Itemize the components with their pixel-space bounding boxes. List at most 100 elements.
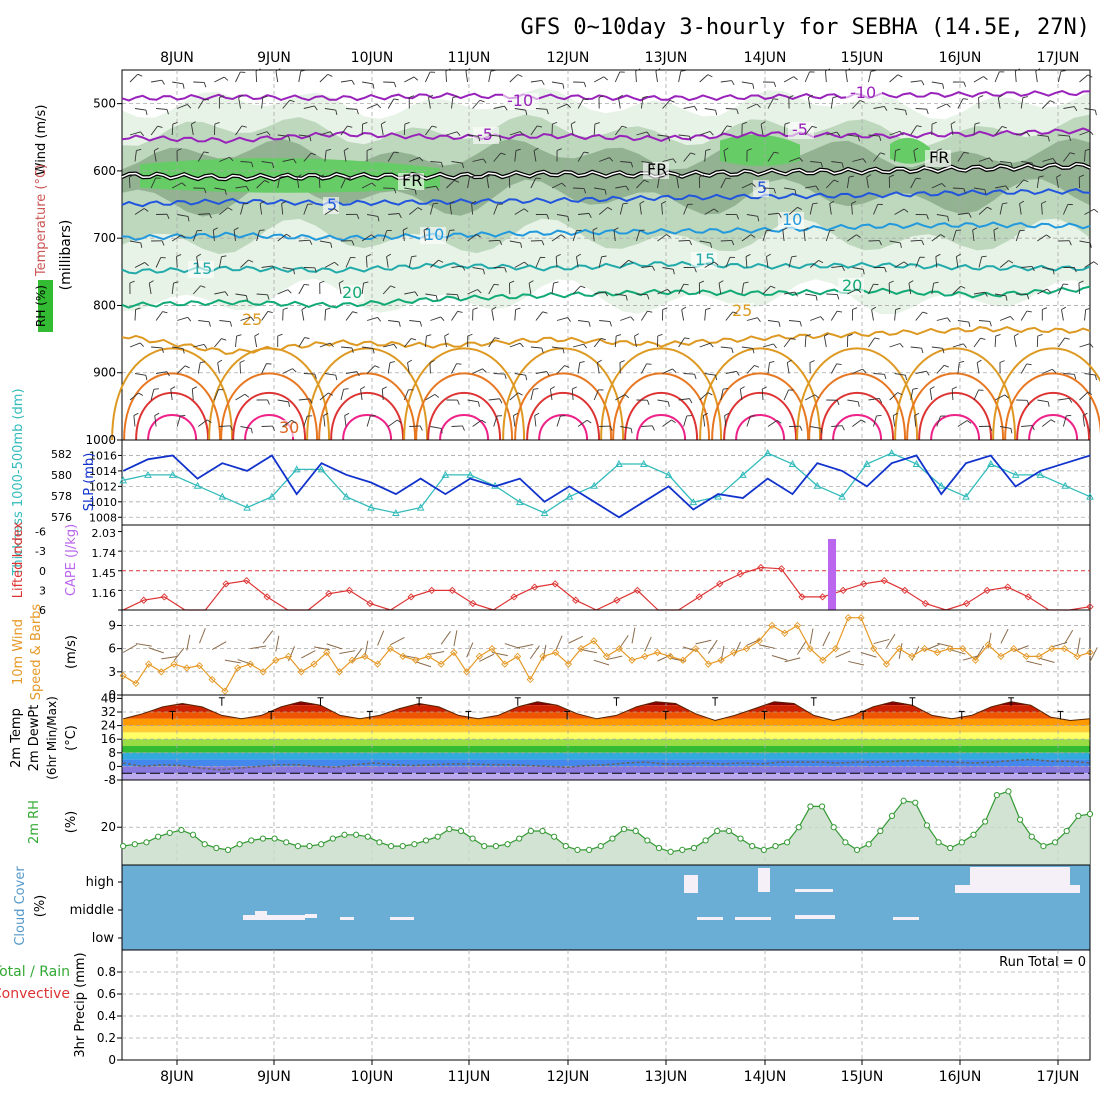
day-label-top: 17JUN xyxy=(1037,50,1080,66)
rh-label: RH (%) xyxy=(34,285,48,327)
temp-color-band xyxy=(122,746,1090,753)
cloud-block xyxy=(340,917,354,920)
wind-barb-flag xyxy=(433,203,438,204)
day-label-top: 14JUN xyxy=(744,50,787,66)
rh2m-unit: (%) xyxy=(64,811,79,834)
wind10m-barb xyxy=(1026,661,1042,665)
wind-barb-flag xyxy=(982,256,987,257)
wind-barb-shaft xyxy=(763,188,774,189)
wind-barb-flag xyxy=(916,178,921,179)
rh2m-marker xyxy=(866,842,871,847)
thickness-tick-label: 580 xyxy=(51,469,72,482)
day-label-top: 8JUN xyxy=(160,50,194,66)
cape-tick-label: 2.03 xyxy=(92,527,117,540)
rh2m-marker xyxy=(505,842,510,847)
cloud-background xyxy=(122,865,1090,950)
li-tick-label: -3 xyxy=(35,545,46,558)
wind-barb-flag xyxy=(1066,415,1071,416)
cloud-block xyxy=(684,875,698,893)
temp-color-band xyxy=(122,773,1090,780)
rh2m-marker xyxy=(831,825,836,830)
wind10m-barb xyxy=(467,643,473,658)
precip-tick-label: 0.4 xyxy=(97,1009,116,1023)
contour-label: -10 xyxy=(507,91,533,110)
rh2m-marker xyxy=(633,828,638,833)
contour-label: 10 xyxy=(424,225,444,244)
rh2m-marker xyxy=(563,844,568,849)
rh2m-marker xyxy=(400,844,405,849)
wind10m-barb xyxy=(708,640,717,653)
upper-y-title: (millibars) xyxy=(58,220,74,291)
rh2m-marker xyxy=(889,813,894,818)
contour-label: 15 xyxy=(192,259,212,278)
wind-barb-shaft xyxy=(1079,283,1080,294)
rh2m-marker xyxy=(913,800,918,805)
wind10m-label: 10m Wind xyxy=(11,619,26,685)
day-label-top: 10JUN xyxy=(351,50,394,66)
temp-tick-label: 16 xyxy=(101,732,116,746)
contour-label: 5 xyxy=(327,195,337,214)
rh2m-marker xyxy=(1006,789,1011,794)
wind-tick-label: 3 xyxy=(108,665,116,679)
rh2m-marker xyxy=(796,825,801,830)
rh2m-marker xyxy=(1041,844,1046,849)
pressure-tick-label: 500 xyxy=(93,97,116,111)
temp2m-label: 2m Temp xyxy=(9,708,24,768)
cloud-label: Cloud Cover xyxy=(13,866,28,946)
wind10m-marker xyxy=(120,673,126,679)
cloud-block xyxy=(758,868,770,892)
thickness-line xyxy=(123,453,1090,513)
day-label-top: 13JUN xyxy=(645,50,688,66)
wind-barb-shaft xyxy=(304,374,315,375)
rh2m-marker xyxy=(1064,828,1069,833)
wind-barb-flag xyxy=(494,284,499,285)
rh2m-marker xyxy=(295,844,300,849)
rh2m-marker xyxy=(983,819,988,824)
wind10m-barb xyxy=(797,641,806,654)
rh2m-marker xyxy=(423,838,428,843)
rh2m-marker xyxy=(435,834,440,839)
wind-tick-label: 9 xyxy=(108,618,116,632)
rh2m-marker xyxy=(342,832,347,837)
wind-barb-flag xyxy=(684,284,689,285)
day-label-bottom: 8JUN xyxy=(160,1069,194,1085)
cape-bar xyxy=(828,539,836,610)
day-label-bottom: 13JUN xyxy=(645,1069,688,1085)
rh2m-marker xyxy=(785,840,790,845)
cloud-block xyxy=(970,867,1070,887)
precip-tick-label: 0.6 xyxy=(97,987,116,1001)
wind-barb-shaft xyxy=(573,188,584,189)
rh2m-marker xyxy=(354,832,359,837)
cloud-block xyxy=(893,917,919,920)
wind10m-barb xyxy=(581,650,597,653)
rh2m-marker xyxy=(132,842,137,847)
wind-barb-flag xyxy=(154,389,159,390)
li-tick-label: 3 xyxy=(39,584,46,597)
contour-label: FR xyxy=(402,171,422,190)
rh2m-marker xyxy=(680,847,685,852)
thickness-tick-label: 576 xyxy=(51,511,72,524)
rh2m-marker xyxy=(156,834,161,839)
rh2m-marker xyxy=(1029,834,1034,839)
cloud-unit: (%) xyxy=(33,895,48,918)
wind-barb-flag xyxy=(963,99,968,100)
cloud-block xyxy=(255,911,267,915)
wind-barb-flag xyxy=(1094,209,1098,212)
cape-tick-label: 1.74 xyxy=(92,547,117,560)
wind10m-barb xyxy=(632,628,635,644)
wind10m-barb xyxy=(276,636,279,652)
rh2m-marker xyxy=(528,828,533,833)
wind-barb-shaft xyxy=(319,177,320,188)
day-label-top: 15JUN xyxy=(841,50,884,66)
rh2m-marker xyxy=(272,836,277,841)
wind10m-barb xyxy=(848,661,864,665)
li-tick-label: -6 xyxy=(35,526,46,539)
wind10m-barb xyxy=(250,646,266,649)
temp-tick-label: 0 xyxy=(108,759,116,773)
